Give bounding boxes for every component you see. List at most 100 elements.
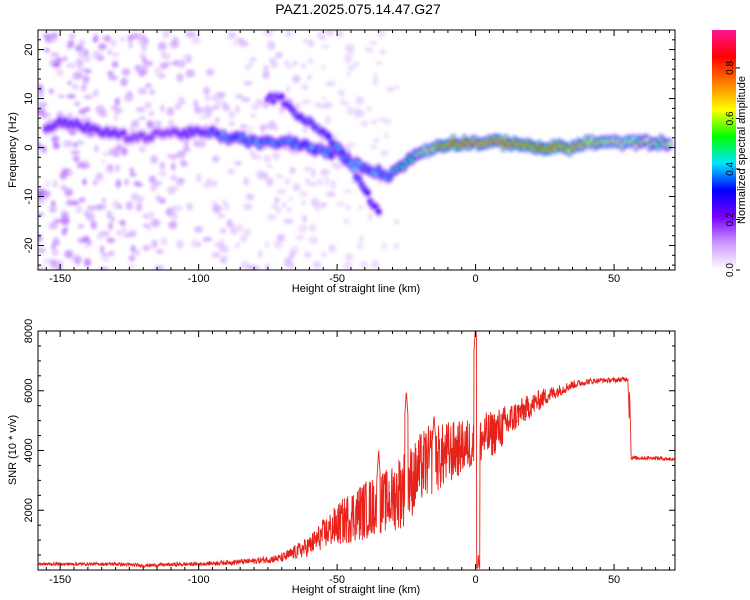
snr-y-tick-label: 8000 [23,319,35,343]
spectrogram-noise-cell [328,244,336,253]
spectrogram-noise-cell [321,64,326,70]
spectrogram-noise-cell [319,202,328,208]
spectrogram-noise-cell [146,120,154,128]
spectrogram-noise-cell [394,84,400,90]
spectrogram-marks [38,30,674,270]
spectrogram-noise-cell [268,57,277,64]
spectrogram-noise-cell [266,120,277,130]
spectrogram-noise-cell [256,170,265,180]
spectrogram-noise-cell [214,116,220,125]
snr-x-tick-label: -50 [329,574,345,586]
spectrogram-noise-cell [379,48,386,56]
spectrogram-noise-cell [324,176,330,186]
spectrogram-noise-cell [303,166,313,173]
spectrogram-noise-cell [193,99,198,108]
spectrogram-x-tick-label: 50 [608,273,620,285]
spectrogram-noise-cell [83,94,93,100]
spectrogram-noise-cell [202,236,213,243]
spectrogram-x-tick-label: -100 [188,273,210,285]
spectrogram-noise-cell [336,201,346,207]
spectrogram-noise-cell [266,213,277,221]
spectrogram-noise-cell [211,155,220,163]
spectrogram-noise-cell [177,59,186,69]
spectrogram-noise-cell [211,105,218,111]
snr-axes: -150 -100 -50 0 50 2000 4000 6000 8000 [23,319,675,586]
spectrogram-noise-cell [258,250,263,258]
spectrogram-noise-cell [275,51,283,59]
spectrogram-noise-cell [171,212,178,221]
spectrogram-noise-cell [78,197,86,203]
spectrogram-noise-cell [232,40,240,47]
spectrogram-noise-cell [298,191,309,198]
spectrogram-noise-cell [128,41,133,49]
colorbar: 0.0 0.2 0.4 0.6 0.8 Normalized spectral ampl… [712,30,748,277]
snr-panel: -150 -100 -50 0 50 2000 4000 6000 8000 Height of… [7,319,676,596]
spectrogram-noise-cell [292,183,301,192]
spectrogram-noise-cell [220,227,227,234]
spectrogram-noise-cell [144,101,152,109]
spectrogram-noise-cell [364,47,374,53]
spectrogram-noise-cell [243,228,252,237]
spectrogram-noise-cell [276,233,286,242]
spectrogram-noise-cell [191,39,202,44]
spectrogram-noise-cell [302,214,307,223]
spectrogram-noise-cell [321,43,330,50]
spectrogram-noise-cell [130,244,136,253]
spectrogram-noise-cell [345,253,354,262]
spectrogram-noise-cell [48,221,58,230]
spectrogram-noise-cell [72,155,80,163]
spectrogram-noise-cell [116,229,123,237]
spectrogram-noise-cell [70,149,80,156]
spectrogram-noise-cell [92,50,102,60]
spectrogram-noise-cell [149,210,154,220]
spectrogram-noise-cell [358,204,364,210]
spectrogram-noise-cell [283,218,294,224]
spectrogram-noise-cell [263,154,272,164]
snr-y-label: SNR (10 * v/v) [7,415,19,485]
spectrogram-noise-cell [170,162,176,171]
spectrogram-noise-cell [176,150,186,159]
spectrogram-noise-cell [52,62,62,67]
spectrogram-noise-cell [121,77,127,86]
spectrogram-noise-cell [337,30,344,39]
spectrogram-noise-cell [264,263,270,270]
spectrogram-noise-cell [312,261,322,269]
spectrogram-noise-cell [170,206,176,213]
spectrogram-noise-cell [211,252,221,258]
spectrogram-noise-cell [108,221,113,231]
spectrogram-noise-cell [121,68,131,76]
spectrogram-noise-cell [173,205,183,211]
spectrogram-noise-cell [38,233,43,243]
spectrogram-noise-cell [234,105,241,114]
spectrogram-y-tick-label: 10 [23,92,35,104]
figure-title: PAZ1.2025.075.14.47.G27 [275,1,441,17]
spectrogram-noise-cell [154,265,163,270]
spectrogram-noise-cell [54,57,64,63]
spectrogram-noise-cell [156,249,164,254]
spectrogram-frame [37,29,676,271]
spectrogram-noise-cell [306,74,312,80]
spectrogram-noise-cell [114,164,121,173]
spectrogram-noise-cell [150,183,157,192]
spectrogram-noise-cell [101,151,111,156]
spectrogram-noise-cell [92,89,99,97]
spectrogram-noise-cell [370,144,377,150]
spectrogram-noise-cell [384,131,389,139]
spectrogram-noise-cell [274,196,280,204]
spectrogram-noise-cell [64,188,73,197]
snr-y-tick-label: 2000 [23,498,35,522]
spectrogram-noise-cell [115,143,124,153]
spectrogram-y-tick-label: -20 [23,238,35,254]
snr-x-tick-label: -100 [188,574,210,586]
spectrogram-noise-cell [202,105,212,114]
spectrogram-noise-cell [81,117,87,122]
spectrogram-ridge-core [376,209,381,214]
spectrogram-noise-cell [185,30,195,38]
spectrogram-noise-cell [162,30,170,39]
spectrogram-noise-cell [42,33,53,39]
spectrogram-noise-cell [143,68,149,75]
spectrogram-noise-cell [337,89,345,97]
spectrogram-noise-cell [237,223,244,232]
spectrogram-noise-cell [246,125,253,133]
spectrogram-noise-cell [148,110,155,117]
